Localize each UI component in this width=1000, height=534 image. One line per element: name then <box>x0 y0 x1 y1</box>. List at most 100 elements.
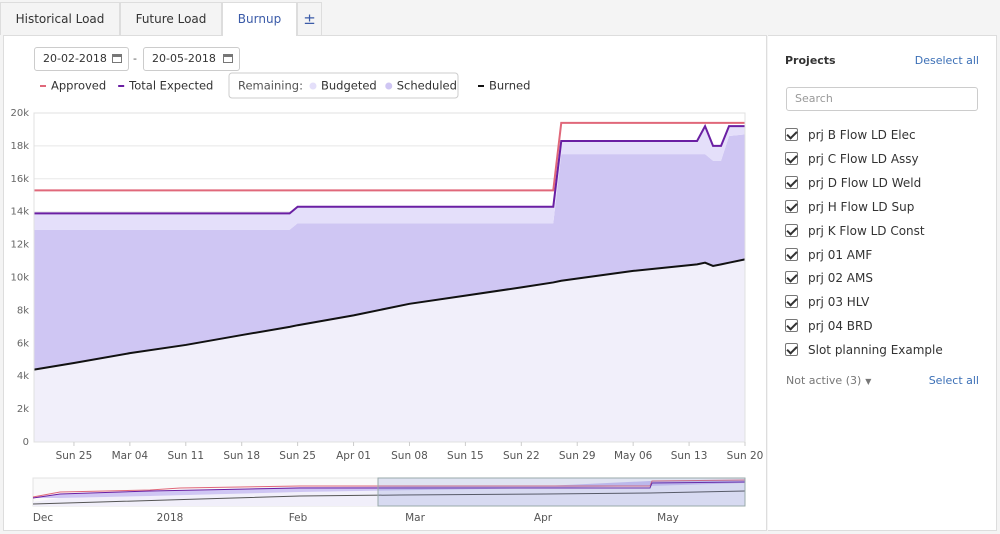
navigator-line <box>32 479 746 498</box>
checkbox[interactable] <box>785 175 798 189</box>
project-item[interactable]: prj 03 HLV <box>785 293 869 311</box>
navigator-label: May <box>657 512 679 524</box>
search-input[interactable]: Search <box>786 87 978 111</box>
y-tick-label: 0 <box>23 437 29 448</box>
deselect-all[interactable]: Deselect all <box>914 54 979 67</box>
date-to[interactable]: 20-05-2018 <box>143 47 240 71</box>
x-tick-label: Sun 25 <box>56 450 93 462</box>
legend-marker <box>309 82 317 90</box>
project-name: prj K Flow LD Const <box>808 223 925 238</box>
x-tick-label: Sun 11 <box>167 450 204 462</box>
area <box>34 126 745 230</box>
line <box>34 123 745 215</box>
line <box>33 258 746 371</box>
x-tick-label: Sun 20 <box>727 450 764 462</box>
checkbox[interactable] <box>785 151 798 165</box>
x-tick-label: Sun 18 <box>223 450 260 462</box>
project-name: prj 02 AMS <box>808 271 873 286</box>
navigator-label: Apr <box>534 512 553 524</box>
legend-label: Budgeted <box>321 79 377 93</box>
navigator-area <box>33 483 745 506</box>
project-item[interactable]: prj 04 BRD <box>785 317 873 335</box>
x-tick-label: Sun 08 <box>391 450 428 462</box>
project-name: prj 04 BRD <box>808 319 873 334</box>
y-tick-label: 20k <box>10 108 29 119</box>
project-item[interactable]: prj B Flow LD Elec <box>785 126 916 144</box>
x-tick-label: Sun 25 <box>279 450 316 462</box>
navigator <box>32 477 746 507</box>
not-active-toggle[interactable]: Not active (3) ▼ <box>786 374 871 387</box>
project-name: prj H Flow LD Sup <box>808 199 915 214</box>
x-tick-label: Sun 29 <box>559 450 596 462</box>
calendar-icon[interactable] <box>112 54 122 63</box>
y-tick-label: 12k <box>10 240 29 251</box>
area <box>34 134 745 370</box>
legend-label: Burned <box>489 79 530 93</box>
y-tick-label: 2k <box>17 404 29 415</box>
not-active-text: Not active (3) <box>786 374 862 387</box>
remaining-legend-box <box>228 72 459 99</box>
navigator-selection[interactable] <box>377 477 746 507</box>
tab[interactable]: ± <box>297 2 322 35</box>
line <box>34 121 745 192</box>
x-tick-label: Mar 04 <box>112 450 149 462</box>
x-tick-label: Apr 01 <box>336 450 371 462</box>
date-separator: - <box>133 52 137 65</box>
date-from[interactable]: 20-02-2018 <box>34 47 129 71</box>
checkbox[interactable] <box>785 223 798 237</box>
legend-label: Scheduled <box>397 79 457 93</box>
calendar-icon[interactable] <box>223 54 233 63</box>
navigator-label: Feb <box>289 512 308 524</box>
legend-label: Total Expected <box>128 79 213 93</box>
project-item[interactable]: prj D Flow LD Weld <box>785 174 921 192</box>
project-item[interactable]: prj 02 AMS <box>785 269 873 287</box>
project-name: prj D Flow LD Weld <box>808 175 922 190</box>
x-tick-label: May 06 <box>614 450 653 462</box>
select-all[interactable]: Select all <box>928 374 979 387</box>
checkbox[interactable] <box>785 343 798 357</box>
date-from-text: 20-02-2018 <box>43 52 107 65</box>
checkbox[interactable] <box>785 247 798 261</box>
date-to-text: 20-05-2018 <box>152 52 216 65</box>
project-name: prj B Flow LD Elec <box>808 128 916 142</box>
y-tick-label: 6k <box>17 338 29 349</box>
y-tick-label: 8k <box>17 305 29 316</box>
y-tick-label: 18k <box>10 141 29 152</box>
legend-marker <box>385 82 393 90</box>
dropdown-arrow: ▼ <box>865 377 872 386</box>
checkbox[interactable] <box>785 319 798 333</box>
project-item[interactable]: prj H Flow LD Sup <box>785 198 914 216</box>
x-tick-label: Sun 13 <box>671 450 708 462</box>
checkbox[interactable] <box>785 128 798 141</box>
legend-label: Approved <box>51 79 106 93</box>
project-item[interactable]: prj 01 AMF <box>785 246 872 264</box>
project-name: prj C Flow LD Assy <box>808 151 919 166</box>
tab[interactable]: Historical Load <box>0 2 120 35</box>
navigator-line <box>32 481 746 499</box>
y-tick-label: 14k <box>10 207 29 218</box>
tab[interactable]: Burnup <box>222 2 297 36</box>
checkbox[interactable] <box>785 199 798 213</box>
x-tick-label: Sun 22 <box>503 450 540 462</box>
navigator-label: Dec <box>33 512 54 524</box>
projects-panel <box>768 35 997 531</box>
tab[interactable]: Future Load <box>120 2 222 35</box>
y-tick-label: 4k <box>17 371 29 382</box>
navigator-area <box>33 480 745 498</box>
plot-border <box>33 112 746 443</box>
project-name: Slot planning Example <box>808 343 943 358</box>
project-item[interactable]: prj K Flow LD Const <box>785 222 925 240</box>
checkbox[interactable] <box>785 295 798 309</box>
navigator-label: 2018 <box>157 512 184 524</box>
navigator-label: Mar <box>405 512 425 524</box>
area <box>34 259 745 442</box>
legend-group-label: Remaining: <box>238 79 303 93</box>
x-tick-label: Sun 15 <box>447 450 484 462</box>
y-tick-label: 10k <box>10 273 29 284</box>
checkbox[interactable] <box>785 271 798 285</box>
project-item[interactable]: prj C Flow LD Assy <box>785 150 919 168</box>
project-item[interactable]: Slot planning Example <box>785 341 943 359</box>
chart: 0 2k 4k 6k 8k 10k 12k 14k 16k 18k 20k Sun 25 Mar 04 S… <box>10 72 764 524</box>
navigator-line <box>32 490 746 505</box>
